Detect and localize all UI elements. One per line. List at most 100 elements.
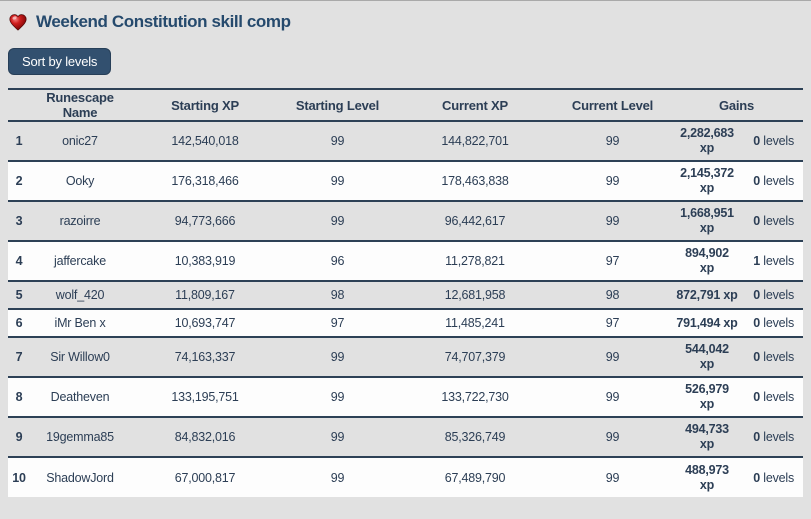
gains-cell: 526,979 xp 0 levels (670, 377, 803, 417)
gains-levels: 0 levels (753, 288, 794, 303)
table-row: 10 ShadowJord 67,000,817 99 67,489,790 99 488,… (8, 457, 803, 497)
gains-cell: 544,042 xp 0 levels (670, 337, 803, 377)
rank-cell: 6 (15, 316, 23, 330)
player-name-cell: Deatheven (50, 390, 110, 404)
rank-cell: 3 (15, 214, 23, 228)
starting-xp-cell: 11,809,167 (175, 288, 235, 302)
table-row: 4 jaffercake 10,383,919 96 11,278,821 97 894,9… (8, 241, 803, 281)
current-level-cell: 99 (605, 214, 620, 228)
starting-level-cell: 99 (330, 134, 345, 148)
starting-xp-cell: 84,832,016 (174, 430, 236, 444)
heart-icon (9, 14, 27, 31)
name-column-header: Runescape Name (46, 90, 114, 120)
starting-level-cell: 99 (330, 214, 345, 228)
starting-xp-cell: 142,540,018 (171, 134, 239, 148)
current-level-cell: 99 (605, 134, 620, 148)
table-row: 2 Ooky 176,318,466 99 178,463,838 99 2,145,372… (8, 161, 803, 201)
player-name-cell: ShadowJord (46, 470, 114, 485)
gains-levels: 0 levels (753, 214, 794, 228)
table-row: 8 Deatheven 133,195,751 99 133,722,730 99 526,… (8, 377, 803, 417)
current-xp-cell: 12,681,958 (444, 288, 506, 302)
gains-levels: 0 levels (753, 134, 794, 148)
gains-levels: 1 levels (753, 254, 794, 268)
starting-xp-cell: 133,195,751 (171, 390, 239, 404)
current-xp-cell: 85,326,749 (444, 430, 506, 444)
gains-cell: 2,145,372 xp 0 levels (670, 161, 803, 201)
current-level-cell: 98 (605, 288, 620, 302)
gains-levels: 0 levels (753, 430, 794, 444)
current-xp-cell: 67,489,790 (444, 470, 506, 485)
player-name-cell: Sir Willow0 (50, 350, 110, 364)
starting-xp-cell: 94,773,666 (174, 214, 236, 228)
current-xp-cell: 96,442,617 (444, 214, 506, 228)
current-xp-cell: 74,707,379 (444, 350, 506, 364)
current-xp-cell: 11,278,821 (445, 254, 505, 268)
gains-levels: 0 levels (753, 174, 794, 188)
starting-level-cell: 96 (330, 254, 345, 268)
current-level-cell: 97 (605, 254, 620, 268)
leaderboard-body: 1 onic27 142,540,018 99 144,822,701 99 2,282,6… (8, 121, 803, 497)
starting-level-cell: 99 (330, 430, 345, 444)
gains-xp: 791,494 xp (676, 315, 738, 330)
player-name-cell: iMr Ben x (54, 316, 106, 330)
current-level-cell: 97 (605, 316, 620, 330)
gains-cell: 791,494 xp 0 levels (670, 309, 803, 337)
starting-level-cell: 99 (330, 350, 345, 364)
gains-xp: 894,902 xp (685, 246, 729, 275)
starting-level-cell: 99 (330, 390, 345, 404)
gains-cell: 1,668,951 xp 0 levels (670, 201, 803, 241)
starting-xp-cell: 67,000,817 (174, 470, 236, 485)
current-level-cell: 99 (605, 390, 620, 404)
table-row: 6 iMr Ben x 10,693,747 97 11,485,241 97 791,49… (8, 309, 803, 337)
rank-cell: 2 (15, 174, 23, 188)
gains-cell: 894,902 xp 1 levels (670, 241, 803, 281)
current-xp-column-header: Current XP (442, 97, 508, 113)
page-title: Weekend Constitution skill comp (36, 12, 291, 31)
gains-xp: 526,979 xp (685, 382, 729, 411)
starting-xp-cell: 10,693,747 (174, 316, 236, 330)
current-xp-cell: 178,463,838 (441, 174, 509, 188)
player-name-cell: jaffercake (54, 254, 106, 268)
starting-level-column-header: Starting Level (295, 97, 380, 113)
rank-cell: 5 (15, 288, 23, 302)
player-name-cell: Ooky (65, 174, 95, 188)
table-header-row: Runescape Name Starting XP Starting Leve… (8, 89, 803, 121)
player-name-cell: razoirre (59, 214, 101, 228)
current-level-column-header: Current Level (571, 97, 654, 113)
current-xp-cell: 133,722,730 (441, 390, 509, 404)
gains-xp: 2,282,683 xp (680, 126, 734, 155)
starting-xp-cell: 74,163,337 (174, 350, 236, 364)
current-level-cell: 99 (605, 470, 620, 485)
page-header: Weekend Constitution skill comp (8, 12, 811, 32)
gains-cell: 2,282,683 xp 0 levels (670, 121, 803, 161)
starting-xp-cell: 176,318,466 (171, 174, 239, 188)
starting-level-cell: 98 (330, 288, 345, 302)
sort-by-levels-button[interactable]: Sort by levels (8, 48, 112, 75)
gains-cell: 872,791 xp 0 levels (670, 281, 803, 309)
rank-cell: 1 (15, 134, 23, 148)
rank-column-header (8, 89, 30, 121)
starting-xp-cell: 10,383,919 (174, 254, 236, 268)
gains-levels: 0 levels (753, 316, 794, 331)
current-xp-cell: 144,822,701 (441, 134, 509, 148)
player-name-cell: 19gemma85 (46, 430, 114, 444)
page-top-border (0, 0, 811, 1)
rank-cell: 10 (12, 470, 26, 485)
gains-xp: 488,973 xp (685, 462, 729, 492)
rank-cell: 8 (15, 390, 23, 404)
current-level-cell: 99 (605, 350, 620, 364)
player-name-cell: wolf_420 (55, 288, 105, 302)
gains-levels: 0 levels (753, 470, 794, 485)
current-level-cell: 99 (605, 430, 620, 444)
gains-cell: 494,733 xp 0 levels (670, 417, 803, 457)
starting-level-cell: 99 (330, 174, 345, 188)
current-xp-cell: 11,485,241 (445, 316, 505, 330)
player-name-cell: onic27 (62, 134, 98, 148)
gains-levels: 0 levels (753, 390, 794, 404)
leaderboard-table: Runescape Name Starting XP Starting Leve… (8, 88, 803, 497)
table-row: 5 wolf_420 11,809,167 98 12,681,958 98 872,791… (8, 281, 803, 309)
gains-column-header: Gains (718, 97, 755, 113)
table-row: 9 19gemma85 84,832,016 99 85,326,749 99 494,73… (8, 417, 803, 457)
table-row: 1 onic27 142,540,018 99 144,822,701 99 2,282,6… (8, 121, 803, 161)
gains-levels: 0 levels (753, 350, 794, 364)
